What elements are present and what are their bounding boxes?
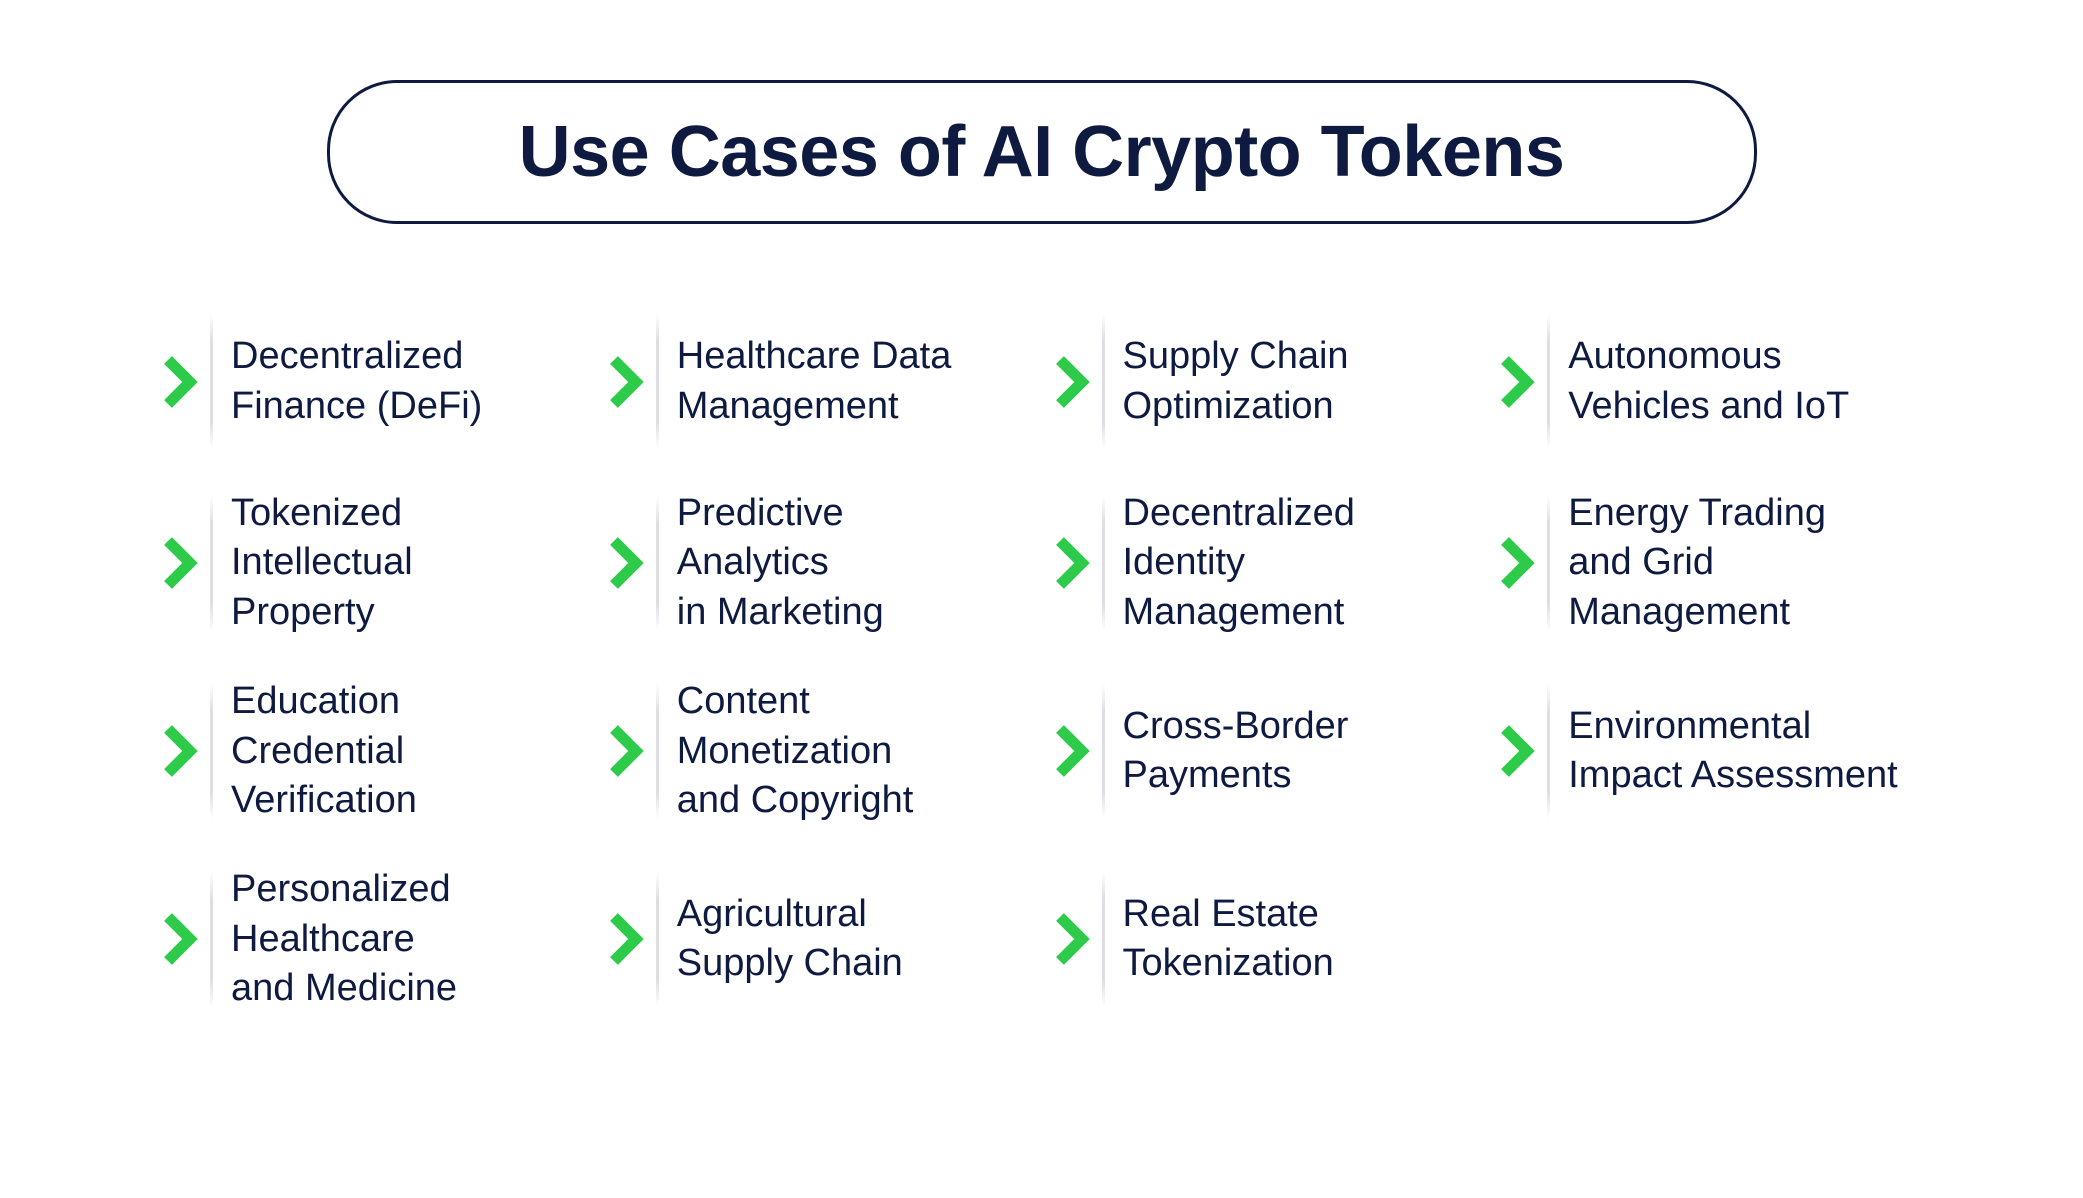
item-divider <box>656 314 659 449</box>
item-divider <box>210 684 213 819</box>
item-divider <box>1102 314 1105 449</box>
use-case-item: Cross-Border Payments <box>1052 677 1478 825</box>
use-case-label: Tokenized Intellectual Property <box>231 489 413 637</box>
title-box: Use Cases of AI Crypto Tokens <box>327 80 1757 224</box>
chevron-right-icon <box>160 535 200 591</box>
use-case-item: Predictive Analytics in Marketing <box>606 489 1032 637</box>
use-case-label: Healthcare Data Management <box>677 332 952 431</box>
chevron-right-icon <box>606 911 646 967</box>
chevron-right-icon <box>606 354 646 410</box>
title-text: Use Cases of AI Crypto Tokens <box>390 111 1694 193</box>
chevron-right-icon <box>160 723 200 779</box>
use-case-label: Content Monetization and Copyright <box>677 677 914 825</box>
use-case-item: Healthcare Data Management <box>606 314 1032 449</box>
chevron-right-icon <box>1052 911 1092 967</box>
item-divider <box>1102 872 1105 1007</box>
use-case-label: Supply Chain Optimization <box>1123 332 1349 431</box>
chevron-right-icon <box>1052 535 1092 591</box>
use-case-label: Energy Trading and Grid Management <box>1568 489 1826 637</box>
use-case-item: Content Monetization and Copyright <box>606 677 1032 825</box>
item-divider <box>656 872 659 1007</box>
use-case-label: Decentralized Finance (DeFi) <box>231 332 482 431</box>
chevron-right-icon <box>606 535 646 591</box>
use-case-item: Personalized Healthcare and Medicine <box>160 865 586 1013</box>
chevron-right-icon <box>160 354 200 410</box>
use-case-item: Decentralized Identity Management <box>1052 489 1478 637</box>
use-case-label: Decentralized Identity Management <box>1123 489 1355 637</box>
item-divider <box>210 872 213 1007</box>
use-case-item: Agricultural Supply Chain <box>606 865 1032 1013</box>
use-case-label: Predictive Analytics in Marketing <box>677 489 884 637</box>
use-case-item: Energy Trading and Grid Management <box>1497 489 1923 637</box>
use-case-label: Agricultural Supply Chain <box>677 890 903 989</box>
use-case-item: Autonomous Vehicles and IoT <box>1497 314 1923 449</box>
chevron-right-icon <box>1497 723 1537 779</box>
item-divider <box>210 314 213 449</box>
chevron-right-icon <box>606 723 646 779</box>
chevron-right-icon <box>1052 723 1092 779</box>
chevron-right-icon <box>1497 535 1537 591</box>
use-case-label: Autonomous Vehicles and IoT <box>1568 332 1849 431</box>
item-divider <box>656 496 659 631</box>
use-case-label: Environmental Impact Assessment <box>1568 702 1897 801</box>
use-case-label: Real Estate Tokenization <box>1123 890 1334 989</box>
chevron-right-icon <box>1497 354 1537 410</box>
item-divider <box>1547 314 1550 449</box>
use-case-item: Decentralized Finance (DeFi) <box>160 314 586 449</box>
item-divider <box>1547 496 1550 631</box>
item-divider <box>1102 496 1105 631</box>
chevron-right-icon <box>1052 354 1092 410</box>
chevron-right-icon <box>160 911 200 967</box>
item-divider <box>1547 684 1550 819</box>
use-case-item: Environmental Impact Assessment <box>1497 677 1923 825</box>
item-divider <box>1102 684 1105 819</box>
item-divider <box>656 684 659 819</box>
use-case-grid: Decentralized Finance (DeFi) Healthcare D… <box>150 314 1933 1014</box>
use-case-item: Tokenized Intellectual Property <box>160 489 586 637</box>
infographic-container: Use Cases of AI Crypto Tokens Decentrali… <box>0 0 2083 1198</box>
use-case-label: Personalized Healthcare and Medicine <box>231 865 457 1013</box>
use-case-label: Cross-Border Payments <box>1123 702 1349 801</box>
use-case-item: Real Estate Tokenization <box>1052 865 1478 1013</box>
use-case-item: Supply Chain Optimization <box>1052 314 1478 449</box>
use-case-label: Education Credential Verification <box>231 677 417 825</box>
use-case-item: Education Credential Verification <box>160 677 586 825</box>
item-divider <box>210 496 213 631</box>
